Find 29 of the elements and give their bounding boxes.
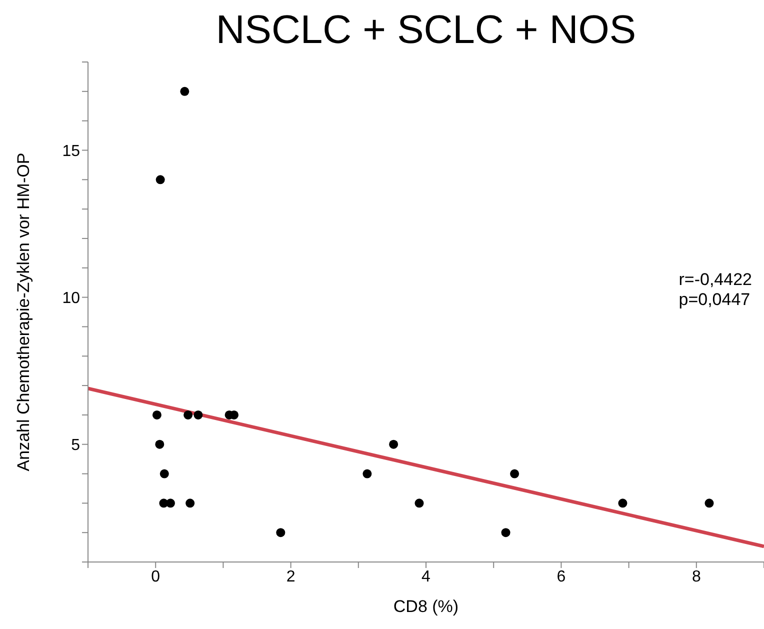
point <box>156 175 165 184</box>
x-tick-label: 6 <box>556 568 566 586</box>
chart-title: NSCLC + SCLC + NOS <box>214 8 638 52</box>
point <box>184 410 193 420</box>
x-tick-label: 8 <box>692 568 701 586</box>
y-tick-label: 15 <box>62 142 80 160</box>
point <box>152 410 162 420</box>
point <box>618 498 628 508</box>
x-axis-title: CD8 (%) <box>393 597 459 616</box>
point <box>180 86 190 96</box>
point <box>510 469 520 478</box>
point <box>155 440 164 449</box>
point <box>160 469 169 478</box>
point <box>194 410 203 420</box>
y-tick-label: 5 <box>71 437 80 454</box>
x-tick-label: 2 <box>286 568 296 586</box>
y-tick-label: 10 <box>62 290 80 307</box>
annotation: r=-0,4422 <box>678 270 752 290</box>
y-axis-title: Anzahl Chemotherapie-Zyklen vor HM-OP <box>14 152 34 472</box>
point <box>276 528 286 538</box>
annotation: p=0,0447 <box>678 290 752 310</box>
point <box>501 528 510 538</box>
x-tick-label: 0 <box>151 568 160 586</box>
x-tick-label: 4 <box>422 568 431 586</box>
point <box>414 498 424 508</box>
point <box>704 498 714 508</box>
point <box>362 469 372 478</box>
point <box>186 498 195 508</box>
point <box>389 440 398 449</box>
